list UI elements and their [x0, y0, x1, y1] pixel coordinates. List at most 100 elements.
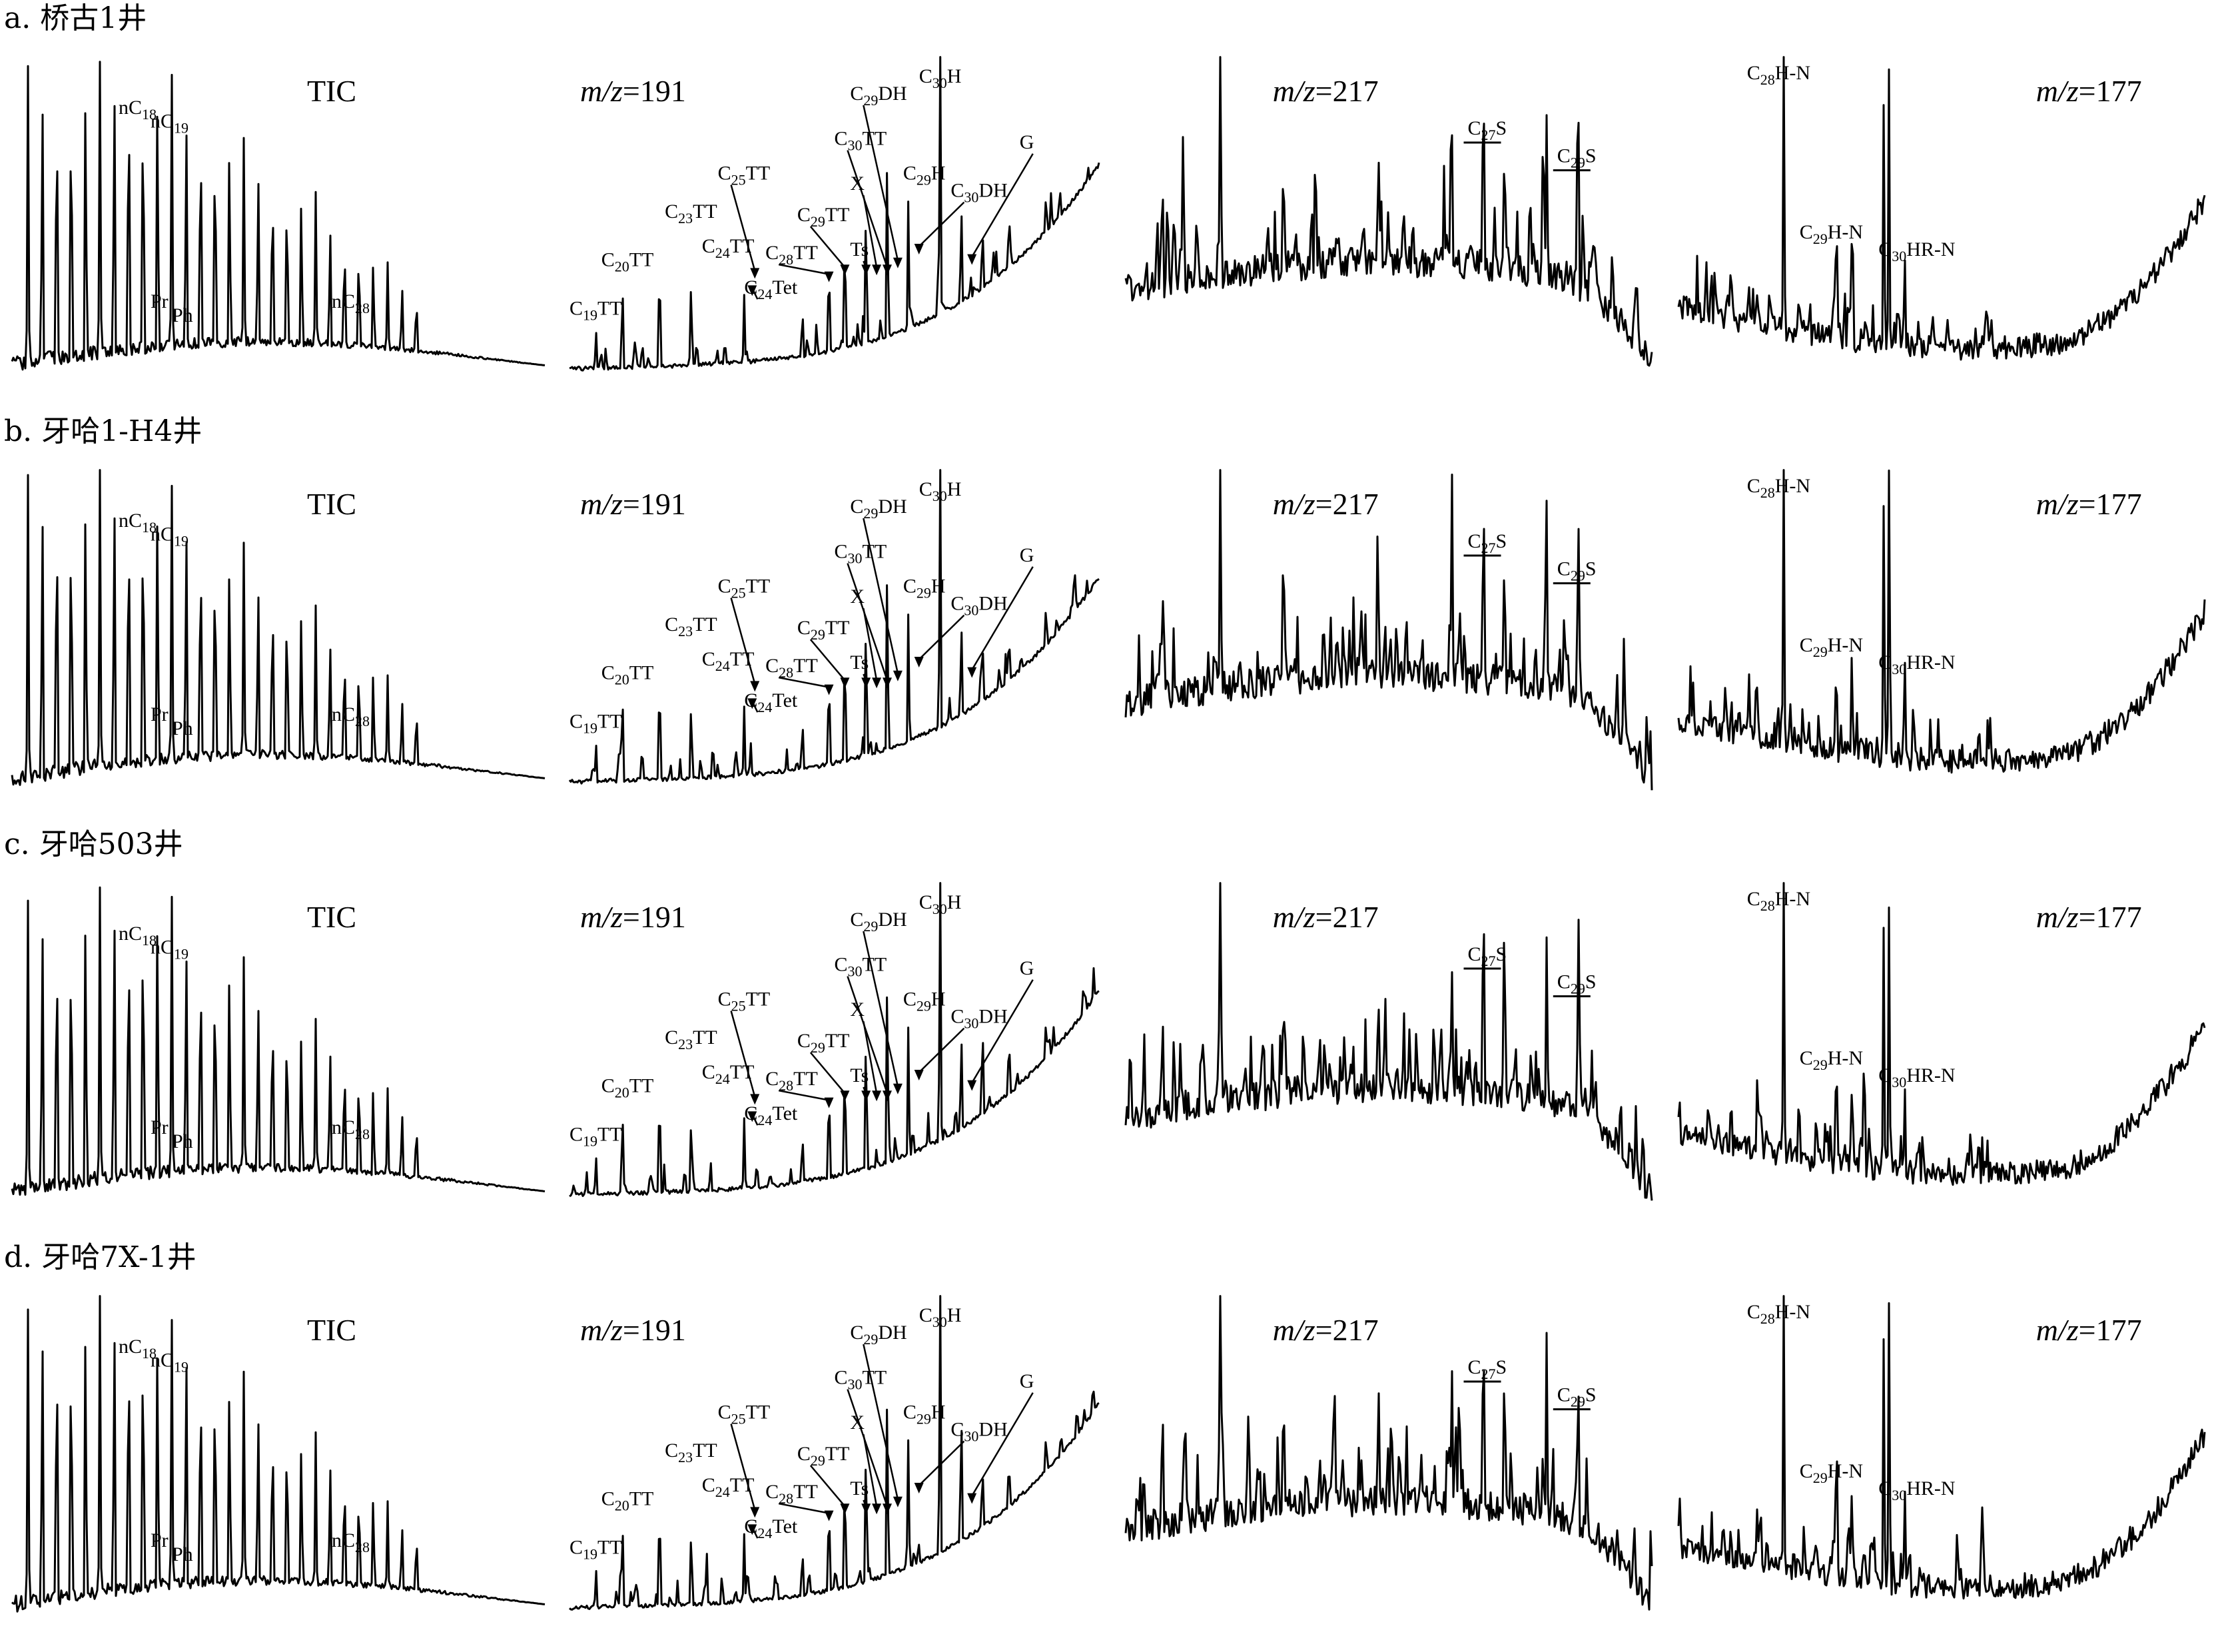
leader-line	[809, 226, 846, 268]
peak-label-c29h: C29H	[903, 576, 946, 602]
peak-label-c23tt: C23TT	[665, 1440, 717, 1465]
leader-line	[730, 1011, 756, 1097]
chromatogram-trace	[1677, 56, 2206, 361]
panel-m191: m/z=191C19TTC20TTC23TTC24TTC24TetC25TTC2…	[569, 882, 1100, 1198]
peak-label-c30dh: C30DH	[950, 593, 1007, 619]
peak-label-nc28: nC28	[332, 703, 370, 729]
arrow-head	[750, 1094, 760, 1105]
peak-label-c30h: C30H	[919, 891, 962, 917]
chromatogram-trace	[1124, 1295, 1653, 1611]
leader-line	[863, 608, 878, 681]
peak-label-g: G	[1020, 131, 1034, 153]
leader-line	[918, 614, 965, 660]
leader-line	[847, 563, 889, 681]
arrow-head	[824, 684, 834, 695]
leader-line	[809, 1052, 846, 1094]
leader-line	[971, 566, 1034, 671]
chromatogram-trace	[11, 61, 546, 371]
peak-label-c20tt: C20TT	[601, 249, 654, 275]
panel-title: TIC	[307, 487, 356, 521]
arrow-head	[883, 264, 892, 276]
arrow-head	[840, 1090, 850, 1102]
panel-m177: m/z=177 C28H-N C29H-N C30HR-N	[1677, 469, 2206, 774]
peak-label-c20tt: C20TT	[601, 662, 654, 688]
arrow-head	[883, 1503, 892, 1515]
arrow-head	[747, 285, 757, 296]
arrow-head	[861, 677, 871, 689]
peak-label-c27s: C27S	[1468, 530, 1507, 556]
arrow-head	[861, 1503, 871, 1515]
chromatogram-trace	[1677, 882, 2206, 1186]
panel-title: TIC	[307, 900, 356, 934]
arrow-head	[747, 1111, 757, 1122]
leader-line	[778, 1089, 829, 1101]
peak-label-c23tt: C23TT	[665, 614, 717, 639]
arrow-head	[872, 264, 882, 276]
leader-line	[730, 1424, 756, 1510]
leader-line	[809, 639, 846, 681]
panel-m217: m/z=217 C27S C29S	[1124, 469, 1653, 791]
peak-label-c30dh: C30DH	[950, 180, 1007, 206]
arrow-head	[824, 1097, 834, 1108]
peak-label-c30h: C30H	[919, 1304, 962, 1330]
peak-label-c29h: C29H	[903, 1402, 946, 1428]
peak-label-c27s: C27S	[1468, 117, 1507, 143]
panel-title: m/z=177	[2036, 900, 2142, 934]
arrow-head	[883, 1090, 892, 1102]
row-label: a. 桥古1井	[4, 1, 147, 35]
peak-label-c29tt: C29TT	[797, 1443, 850, 1469]
peak-label-c28h-n: C28H-N	[1747, 62, 1810, 88]
panel-title: m/z=217	[1273, 74, 1379, 108]
peak-label-c29tt: C29TT	[797, 204, 850, 230]
panel-title: m/z=191	[580, 74, 686, 108]
peak-label-c29dh: C29DH	[850, 496, 907, 522]
panel-title: m/z=217	[1273, 487, 1379, 521]
peak-label-nc28: nC28	[332, 1116, 370, 1142]
arrow-head	[893, 1083, 903, 1094]
arrow-head	[893, 670, 903, 681]
peak-label-c29s: C29S	[1557, 971, 1597, 997]
arrow-head	[967, 1493, 977, 1504]
peak-label-c29dh: C29DH	[850, 909, 907, 935]
panel-m217: m/z=217 C27S C29S	[1124, 882, 1653, 1201]
peak-label-c29tt: C29TT	[797, 1030, 850, 1056]
peak-label-pr: Pr	[151, 1529, 169, 1551]
arrow-head	[750, 681, 760, 692]
peak-label-nc18: nC18	[119, 97, 157, 123]
peak-label-c29h-n: C29H-N	[1800, 634, 1863, 660]
peak-label-g: G	[1020, 1370, 1034, 1392]
peak-label-nc28: nC28	[332, 1529, 370, 1555]
leader-line	[863, 195, 878, 268]
peak-label-c24tt: C24TT	[702, 648, 755, 674]
peak-label-ts: Ts	[850, 238, 869, 260]
leader-line	[778, 263, 829, 275]
leader-line	[730, 185, 756, 271]
peak-label-g: G	[1020, 544, 1034, 566]
panel-m217: m/z=217 C27S C29S	[1124, 1295, 1653, 1611]
peak-label-c29h-n: C29H-N	[1800, 1460, 1863, 1486]
panel-m191: m/z=191C19TTC20TTC23TTC24TTC24TetC25TTC2…	[569, 56, 1100, 372]
peak-label-c30hr-n: C30HR-N	[1878, 1064, 1955, 1090]
panel-title: m/z=191	[580, 1313, 686, 1347]
peak-label-c19tt: C19TT	[569, 297, 622, 323]
chromatogram-trace	[1677, 1295, 2206, 1600]
peak-label-c28tt: C28TT	[765, 655, 818, 681]
arrow-head	[872, 1090, 882, 1102]
peak-label-c30tt: C30TT	[835, 541, 887, 567]
peak-label-c29h-n: C29H-N	[1800, 221, 1863, 247]
peak-label-c30tt: C30TT	[835, 1367, 887, 1393]
panel-title: m/z=177	[2036, 74, 2142, 108]
peak-label-c28h-n: C28H-N	[1747, 1301, 1810, 1327]
peak-label-x: X	[850, 1412, 865, 1434]
peak-label-c24tt: C24TT	[702, 1061, 755, 1087]
peak-label-ts: Ts	[850, 1477, 869, 1499]
arrow-head	[750, 268, 760, 279]
peak-label-c28h-n: C28H-N	[1747, 888, 1810, 914]
chromatogram-trace	[568, 469, 1100, 785]
peak-label-c29h: C29H	[903, 989, 946, 1015]
leader-line	[809, 1465, 846, 1507]
